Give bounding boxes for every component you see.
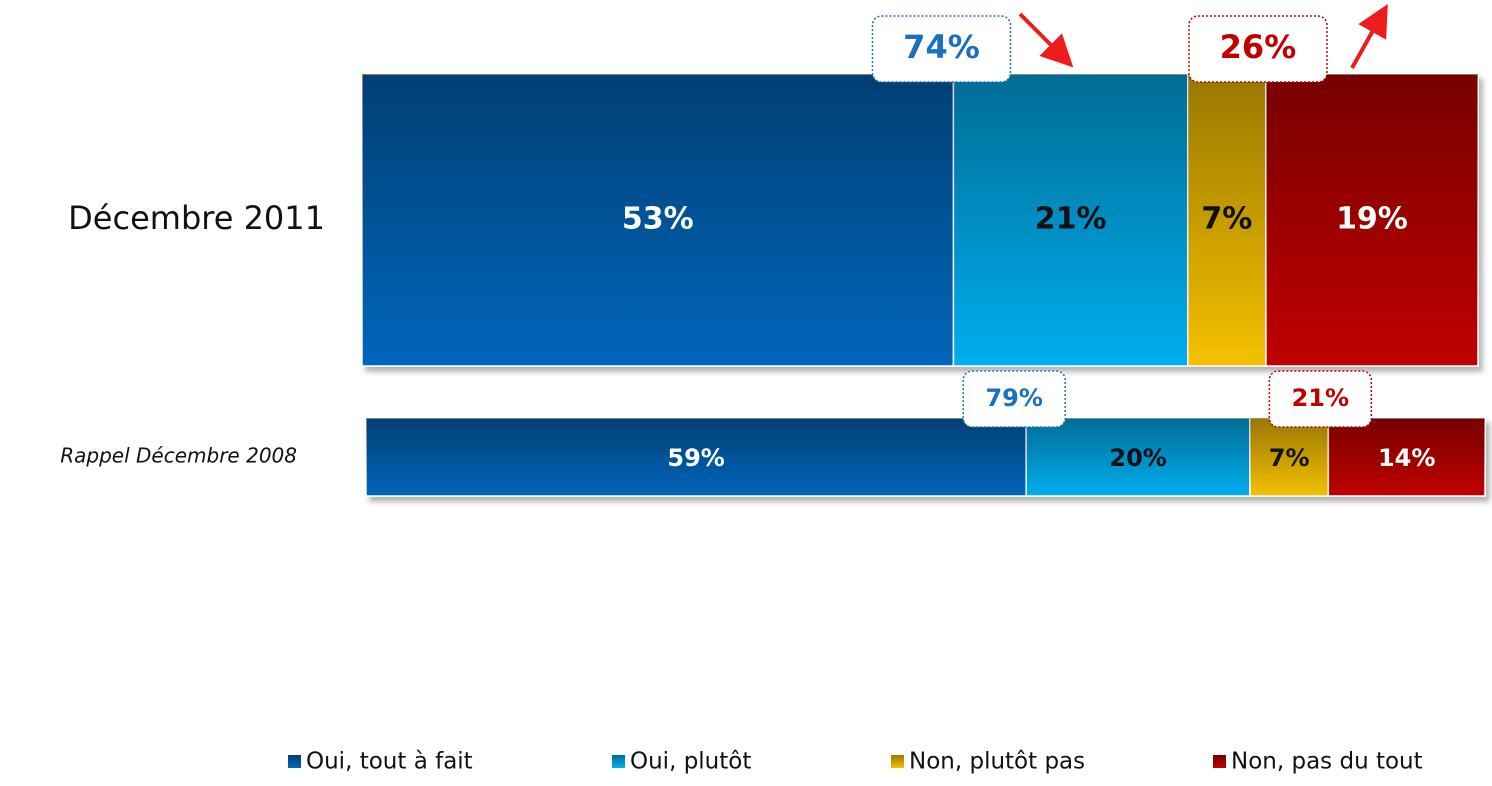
value-label: 7% <box>1269 444 1310 472</box>
value-label: 53% <box>622 202 694 237</box>
category-label: Rappel Décembre 2008 <box>60 444 297 468</box>
trend-arrow-up <box>1350 4 1388 69</box>
legend-swatch-shade <box>288 755 301 768</box>
total-label: 79% <box>985 384 1042 412</box>
value-label: 59% <box>667 444 724 472</box>
legend-swatch-shade <box>891 755 904 768</box>
bar-shading <box>1328 418 1485 496</box>
bar-shading <box>362 74 954 366</box>
trend-arrow-down <box>1018 12 1074 68</box>
total-label: 26% <box>1220 28 1297 66</box>
legend-label: Oui, plutôt <box>630 749 751 775</box>
total-label: 21% <box>1292 384 1349 412</box>
bar-group <box>361 73 1479 367</box>
total-box <box>962 370 1066 428</box>
bar-shading <box>1187 74 1266 366</box>
bar-shading <box>1265 74 1478 366</box>
value-label: 19% <box>1336 202 1408 237</box>
legend-label: Oui, tout à fait <box>306 749 473 775</box>
legend-swatch-shade <box>1213 755 1226 768</box>
total-box <box>871 15 1012 83</box>
legend-label: Non, pas du tout <box>1231 749 1423 775</box>
bar-group <box>365 417 1486 497</box>
bar-shading <box>366 418 1027 496</box>
bar-shading <box>1250 418 1329 496</box>
value-label: 14% <box>1378 444 1435 472</box>
total-box <box>1188 15 1328 83</box>
bar-shading <box>1026 418 1251 496</box>
total-box <box>1268 370 1373 428</box>
value-label: 7% <box>1201 202 1252 237</box>
bar-shading <box>953 74 1188 366</box>
value-label: 21% <box>1035 202 1107 237</box>
legend-swatch-shade <box>612 755 625 768</box>
legend-label: Non, plutôt pas <box>909 749 1085 775</box>
total-label: 74% <box>903 28 980 66</box>
category-label: Décembre 2011 <box>68 199 325 237</box>
value-label: 20% <box>1109 444 1166 472</box>
